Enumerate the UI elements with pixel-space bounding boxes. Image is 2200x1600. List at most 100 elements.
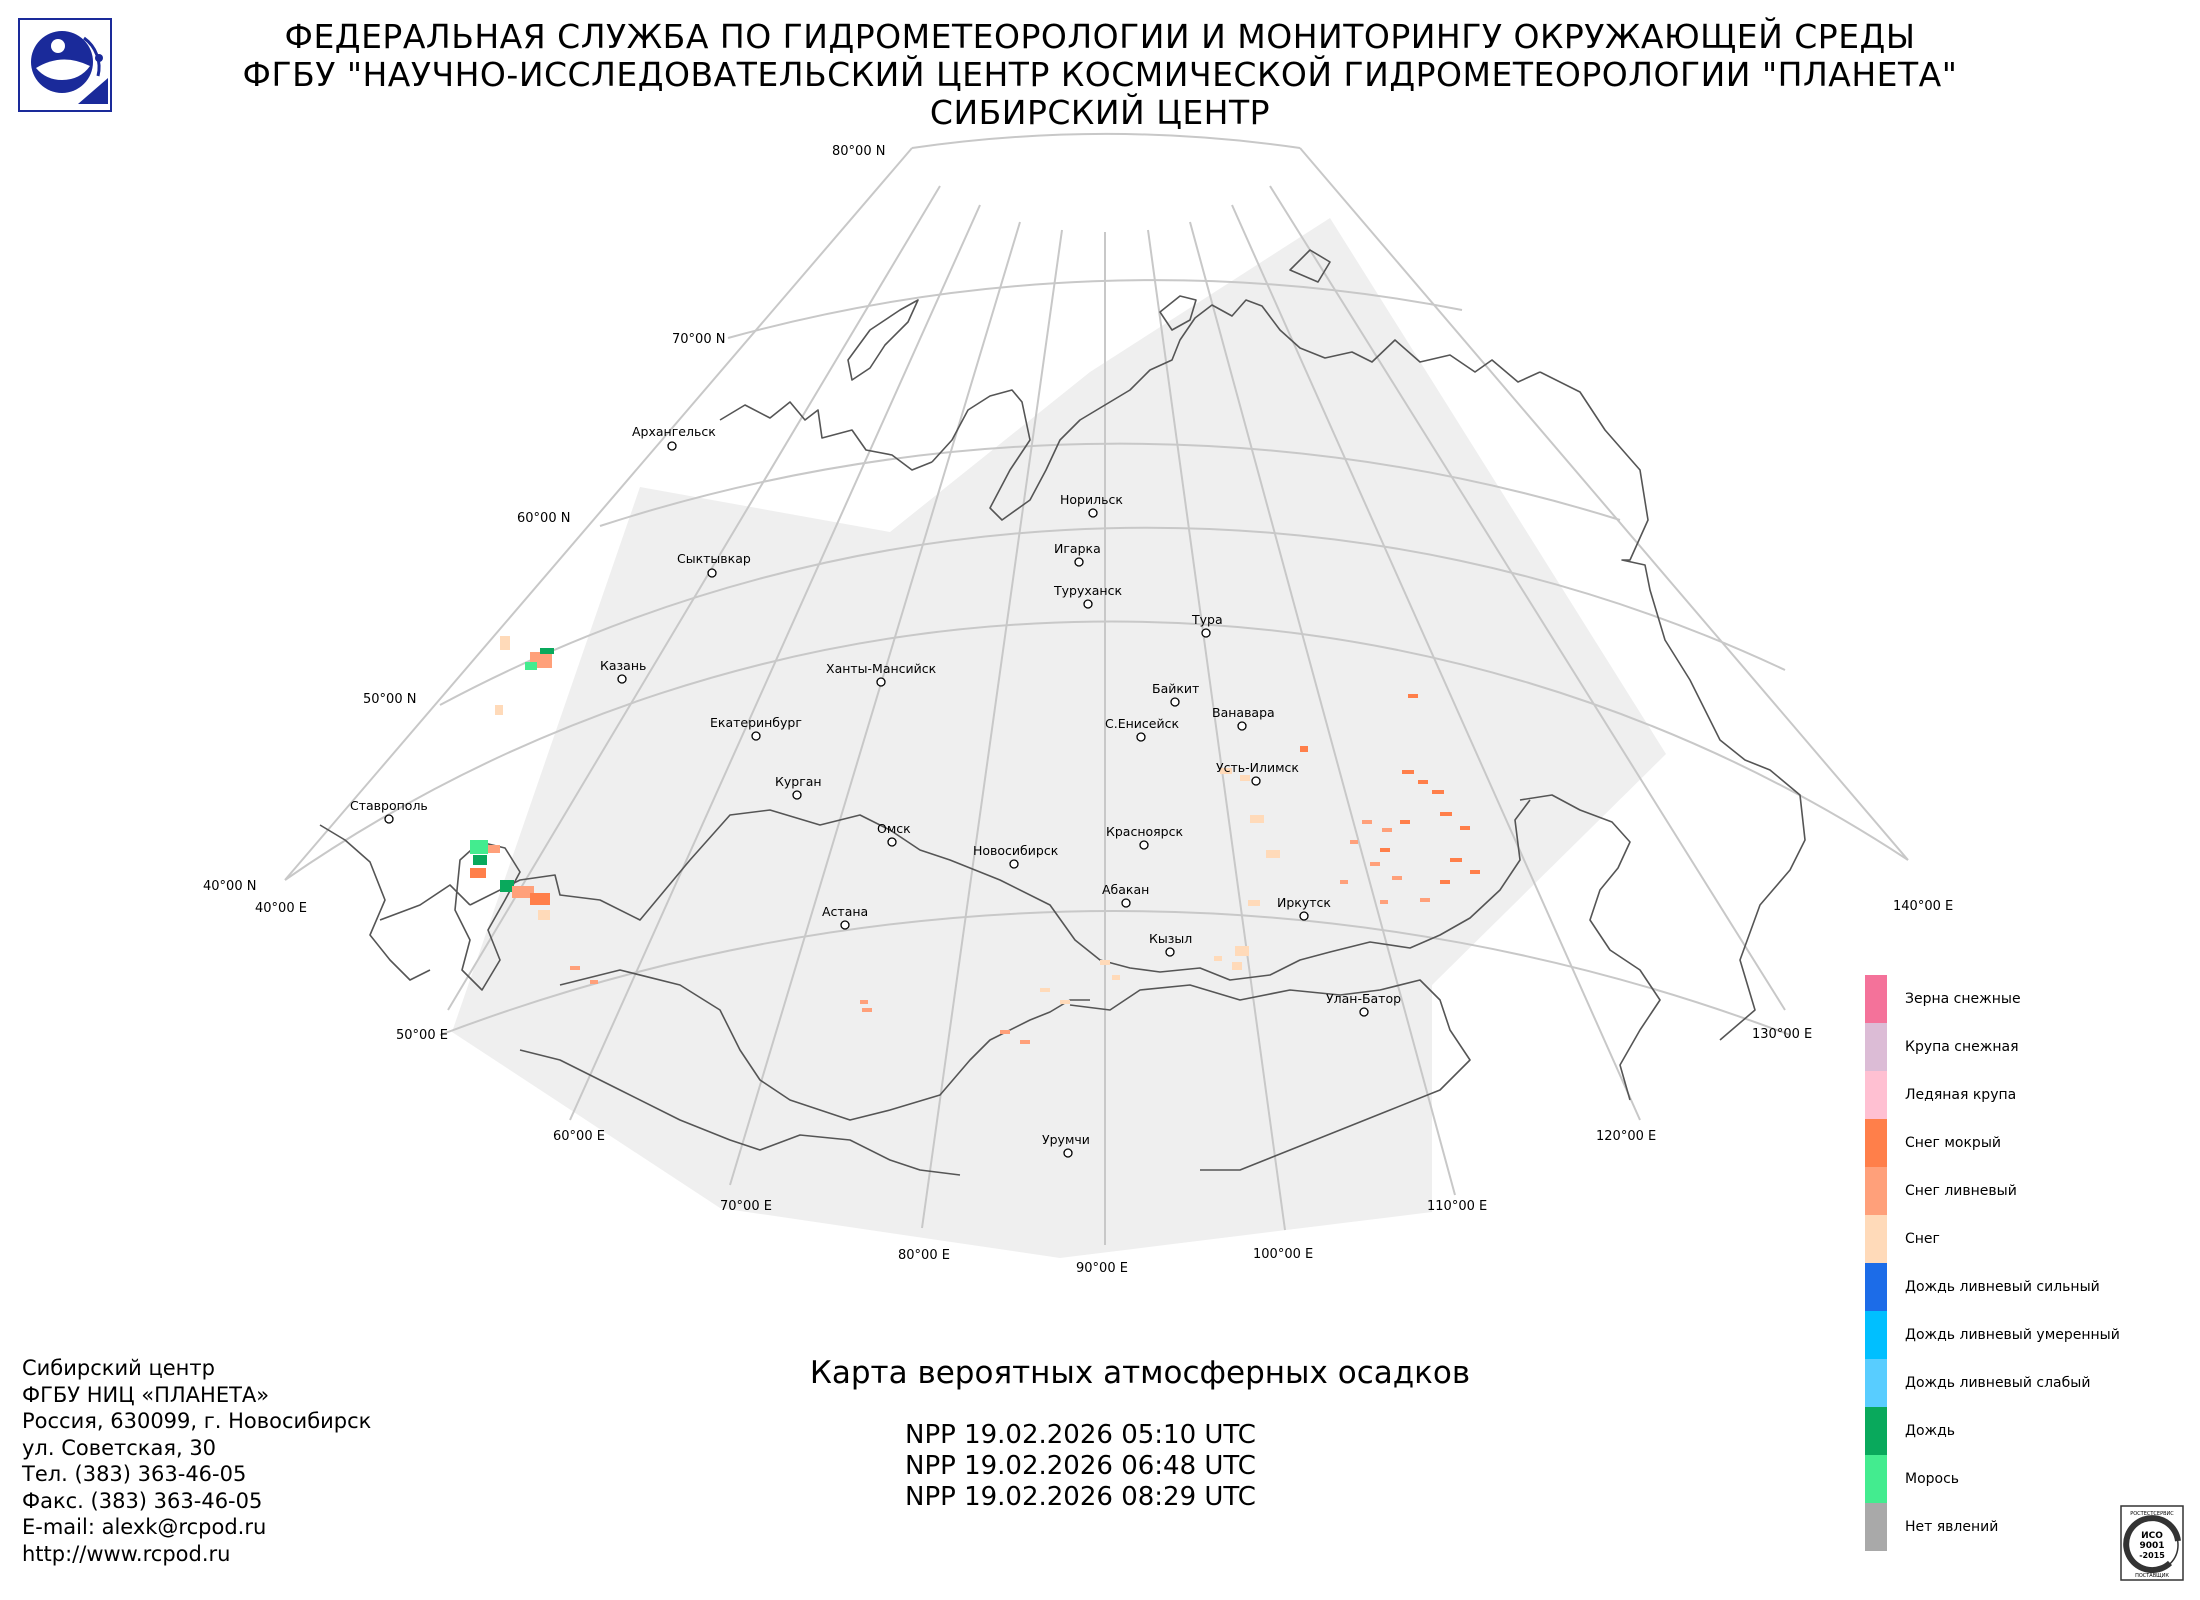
legend-label: Дождь ливневый слабый [1905, 1375, 2091, 1391]
legend-swatch [1865, 1119, 1887, 1167]
lon-label-40: 40°00 E [255, 901, 307, 916]
contact-line: Факс. (383) 363-46-05 [22, 1488, 263, 1513]
precipitation-patches [470, 636, 1480, 1044]
lat-label-80: 80°00 N [832, 144, 885, 159]
city-label: Улан-Батор [1326, 991, 1401, 1006]
city-kyzyl: Кызыл [1149, 931, 1192, 957]
pass-line: NPP 19.02.2026 05:10 UTC [905, 1420, 1256, 1450]
city-marker [1121, 898, 1131, 908]
city-label: Казань [600, 658, 646, 673]
meridian-140 [1299, 147, 1909, 861]
iso-certification-icon: РОСТЕСТСЕРВИС ИСО 9001 -2015 ПОСТАВЩИК [2120, 1505, 2184, 1581]
contact-email[interactable]: E-mail: alexk@rcpod.ru [22, 1515, 267, 1539]
legend-label: Дождь [1905, 1423, 1956, 1439]
city-ulan-bator: Улан-Батор [1326, 991, 1401, 1017]
city-marker [1359, 1007, 1369, 1017]
city-marker [1136, 732, 1146, 742]
legend-item: Дождь ливневый умеренный [1865, 1311, 2195, 1359]
contact-line: Россия, 630099, г. Новосибирск [22, 1409, 372, 1433]
header-line-2: ФГБУ "НАУЧНО-ИССЛЕДОВАТЕЛЬСКИЙ ЦЕНТР КОС… [242, 55, 1958, 94]
legend-swatch [1865, 1359, 1887, 1407]
legend-item: Снег мокрый [1865, 1119, 2195, 1167]
contact-line: ул. Советская, 30 [22, 1435, 217, 1460]
city-label: Курган [775, 774, 822, 789]
city-turukhansk: Туруханск [1053, 583, 1122, 609]
patch-rain-west [470, 648, 554, 920]
kazakhstan-south-border [559, 969, 1090, 1121]
east-siberia-coast [1539, 371, 1806, 1041]
city-marker [1165, 947, 1175, 957]
caspian [454, 841, 521, 991]
city-marker [1170, 697, 1180, 707]
lon-label-50: 50°00 E [396, 1028, 448, 1043]
city-marker [1299, 911, 1309, 921]
meridian-130 [1269, 185, 1786, 1011]
city-marker [840, 920, 850, 930]
city-abakan: Абакан [1102, 882, 1149, 908]
okhotsk-coast [1519, 794, 1661, 1101]
city-label: Норильск [1060, 492, 1123, 507]
contact-block: Сибирский центр ФГБУ НИЦ «ПЛАНЕТА» Росси… [22, 1355, 371, 1567]
city-stavropol: Ставрополь [350, 798, 428, 824]
lat-label-60: 60°00 N [517, 511, 570, 526]
city-label: Новосибирск [973, 843, 1059, 858]
legend-swatch [1865, 1407, 1887, 1455]
iso-ring-text: РОСТЕСТСЕРВИС [2130, 1511, 2174, 1517]
patch-wet-snow [1300, 694, 1480, 884]
city-ekaterinburg: Екатеринбург [710, 715, 802, 741]
city-label: Игарка [1054, 541, 1101, 556]
city-khanty-mansiysk: Ханты-Мансийск [826, 661, 937, 687]
meridians [284, 147, 1909, 1245]
legend-item: Снег ливневый [1865, 1167, 2195, 1215]
coverage-area [452, 218, 1666, 1258]
city-novosibirsk: Новосибирск [973, 843, 1059, 869]
legend-item: Снег [1865, 1215, 2195, 1263]
contact-website[interactable]: http://www.rcpod.ru [22, 1541, 231, 1566]
parallel-40 [284, 620, 1909, 881]
city-tura: Тура [1191, 612, 1223, 638]
city-label: Усть-Илимск [1216, 760, 1299, 775]
city-baikit: Байкит [1152, 681, 1199, 707]
header-line-3: СИБИРСКИЙ ЦЕНТР [929, 93, 1271, 132]
planeta-logo-icon [18, 18, 112, 112]
legend-item: Крупа снежная [1865, 1023, 2195, 1071]
parallel-80 [911, 133, 1301, 149]
city-marker [617, 674, 627, 684]
taimyr-north [1159, 295, 1197, 331]
pass-line: NPP 19.02.2026 08:29 UTC [905, 1482, 1256, 1512]
city-marker [667, 441, 677, 451]
meridian-40 [284, 147, 913, 881]
meridian-50 [447, 185, 941, 1011]
iso-line-3: -2015 [2139, 1551, 2165, 1560]
city-label: Архангельск [632, 424, 716, 439]
meridian-120 [1231, 204, 1641, 1121]
legend-label: Дождь ливневый умеренный [1905, 1327, 2120, 1343]
legend-item: Зерна снежные [1865, 975, 2195, 1023]
city-marker [1009, 859, 1019, 869]
legend-item: Дождь [1865, 1407, 2195, 1455]
russia-south-border [469, 799, 1531, 981]
lon-label-60: 60°00 E [553, 1129, 605, 1144]
city-marker [887, 837, 897, 847]
legend-item: Дождь ливневый слабый [1865, 1359, 2195, 1407]
legend-swatch [1865, 1455, 1887, 1503]
lon-label-110: 110°00 E [1427, 1199, 1487, 1214]
city-marker [384, 814, 394, 824]
legend-swatch [1865, 1023, 1887, 1071]
severnaya-zemlya [1289, 249, 1331, 283]
city-krasnoyarsk: Красноярск [1106, 824, 1183, 850]
legend-item: Ледяная крупа [1865, 1071, 2195, 1119]
city-marker [1088, 508, 1098, 518]
lon-label-70: 70°00 E [720, 1199, 772, 1214]
city-label: Красноярск [1106, 824, 1183, 839]
meridian-80 [921, 229, 1063, 1229]
parallel-60 [599, 442, 1621, 527]
scandinavia-coast [719, 401, 933, 471]
city-marker [876, 677, 886, 687]
china-mongolia-border [1069, 979, 1471, 1171]
city-label: Урумчи [1042, 1132, 1090, 1147]
city-label: С.Енисейск [1105, 716, 1179, 731]
lon-label-120: 120°00 E [1596, 1129, 1656, 1144]
city-marker [707, 568, 717, 578]
